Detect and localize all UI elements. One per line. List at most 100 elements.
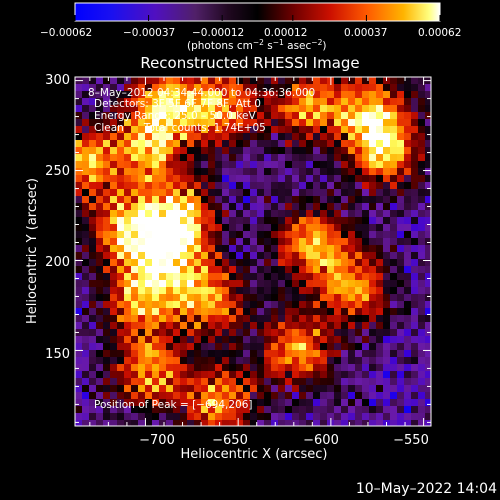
heatmap-cell (418, 238, 426, 246)
heatmap-cell (117, 182, 125, 190)
heatmap-cell (278, 147, 286, 155)
heatmap-cell (138, 343, 146, 351)
heatmap-cell (96, 259, 104, 267)
heatmap-cell (397, 119, 405, 127)
heatmap-cell (271, 203, 279, 211)
heatmap-cell (369, 252, 377, 260)
heatmap-cell (306, 406, 314, 414)
heatmap-cell (208, 217, 216, 225)
heatmap-cell (89, 420, 97, 426)
heatmap-cell (96, 245, 104, 253)
heatmap-cell (145, 259, 153, 267)
heatmap-cell (75, 210, 83, 218)
heatmap-cell (82, 77, 90, 85)
heatmap-cell (411, 119, 419, 127)
heatmap-cell (243, 147, 251, 155)
heatmap-cell (215, 238, 223, 246)
heatmap-cell (292, 378, 300, 386)
heatmap-cell (397, 322, 405, 330)
heatmap-cell (222, 420, 230, 426)
heatmap-cell (208, 364, 216, 372)
heatmap-cell (145, 392, 153, 400)
heatmap-cell (180, 196, 188, 204)
heatmap-cell (369, 210, 377, 218)
heatmap-cell (229, 245, 237, 253)
heatmap-cell (341, 413, 349, 421)
heatmap-cell (138, 287, 146, 295)
heatmap-cell (411, 231, 419, 239)
heatmap-cell (320, 126, 328, 134)
heatmap-cell (201, 203, 209, 211)
heatmap-cell (236, 294, 244, 302)
heatmap-cell (96, 413, 104, 421)
heatmap-cell (369, 133, 377, 141)
heatmap-cell (96, 350, 104, 358)
heatmap-cell (418, 357, 426, 365)
heatmap-cell (89, 182, 97, 190)
heatmap-cell (299, 154, 307, 162)
heatmap-cell (299, 224, 307, 232)
heatmap-cell (117, 315, 125, 323)
heatmap-cell (250, 371, 258, 379)
heatmap-cell (313, 392, 321, 400)
heatmap-cell (229, 112, 237, 120)
heatmap-cell (152, 182, 160, 190)
heatmap-cell (96, 140, 104, 148)
heatmap-cell (103, 238, 111, 246)
heatmap-cell (243, 301, 251, 309)
heatmap-cell (208, 322, 216, 330)
heatmap-cell (243, 84, 251, 92)
heatmap-cell (117, 385, 125, 393)
heatmap-cell (418, 392, 426, 400)
heatmap-cell (425, 259, 431, 267)
heatmap-cell (243, 98, 251, 106)
heatmap-cell (117, 343, 125, 351)
heatmap-cell (82, 399, 90, 407)
heatmap-cell (411, 357, 419, 365)
heatmap-cell (306, 168, 314, 176)
heatmap-cell (103, 133, 111, 141)
heatmap-cell (138, 259, 146, 267)
heatmap-cell (222, 315, 230, 323)
heatmap-cell (208, 406, 216, 414)
heatmap-cell (75, 238, 83, 246)
colorbar (74, 2, 441, 22)
heatmap-cell (292, 84, 300, 92)
heatmap-cell (145, 154, 153, 162)
heatmap-cell (229, 196, 237, 204)
heatmap-cell (257, 133, 265, 141)
heatmap-cell (180, 420, 188, 426)
heatmap-cell (257, 119, 265, 127)
heatmap-cell (376, 371, 384, 379)
heatmap-cell (334, 245, 342, 253)
heatmap-cell (236, 161, 244, 169)
heatmap-cell (187, 126, 195, 134)
heatmap-cell (320, 378, 328, 386)
heatmap-cell (348, 364, 356, 372)
heatmap-cell (376, 294, 384, 302)
heatmap-cell (75, 392, 83, 400)
heatmap-cell (250, 308, 258, 316)
heatmap-cell (208, 182, 216, 190)
heatmap-cell (418, 301, 426, 309)
heatmap-cell (341, 322, 349, 330)
heatmap-cell (397, 343, 405, 351)
heatmap-cell (180, 105, 188, 113)
heatmap-cell (285, 133, 293, 141)
heatmap-cell (215, 399, 223, 407)
heatmap-cell (124, 252, 132, 260)
heatmap-cell (173, 154, 181, 162)
heatmap-cell (82, 252, 90, 260)
heatmap-cell (166, 112, 174, 120)
heatmap-cell (82, 161, 90, 169)
heatmap-cell (292, 112, 300, 120)
heatmap-cell (306, 294, 314, 302)
heatmap-cell (383, 308, 391, 316)
heatmap-cell (194, 350, 202, 358)
heatmap-cell (229, 119, 237, 127)
heatmap-cell (82, 378, 90, 386)
heatmap-cell (383, 357, 391, 365)
heatmap-cell (138, 154, 146, 162)
heatmap-cell (229, 308, 237, 316)
heatmap-cell (397, 280, 405, 288)
